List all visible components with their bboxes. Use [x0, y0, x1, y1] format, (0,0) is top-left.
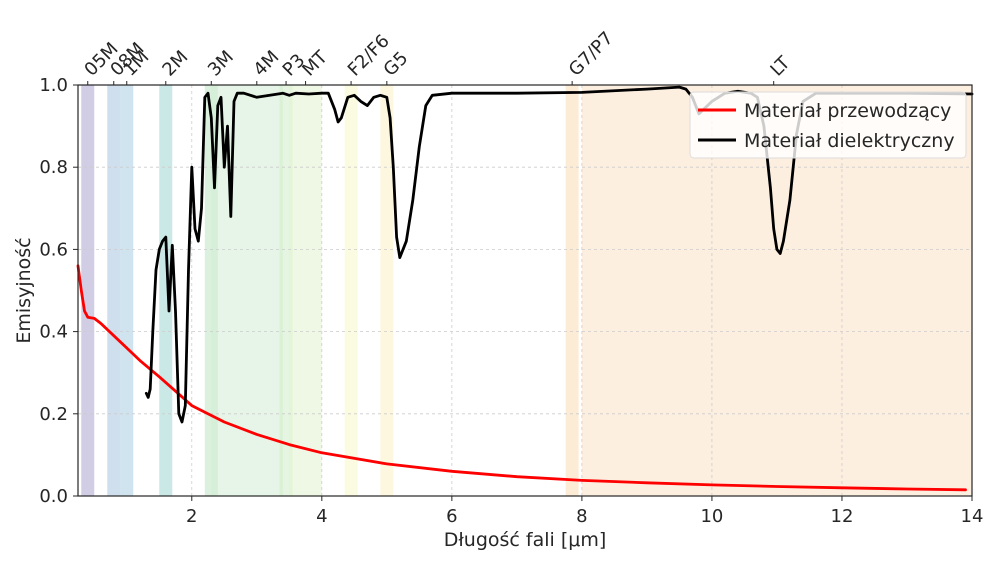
x-tick-label: 12	[831, 506, 854, 527]
legend-label-dielectric: Materiał dielektryczny	[744, 130, 955, 152]
x-tick-label: 8	[576, 506, 587, 527]
band-08m	[107, 85, 121, 496]
band-2m	[159, 85, 173, 496]
y-tick-label: 0.4	[39, 322, 68, 343]
band-label: 4M	[249, 47, 283, 81]
band-label: 3M	[204, 47, 238, 81]
x-tick-label: 2	[186, 506, 197, 527]
series-line-conductor	[76, 264, 967, 492]
x-tick-label: 6	[446, 506, 457, 527]
x-tick-label: 10	[700, 506, 723, 527]
band-f2-f6	[344, 85, 358, 496]
band-label: MT	[298, 46, 332, 80]
x-tick-label: 14	[961, 506, 984, 527]
x-axis-ticks: 2 4 6 8 10 12 14	[186, 496, 983, 527]
band-g7-p7	[565, 85, 579, 496]
y-tick-label: 0.6	[39, 239, 68, 260]
y-tick-label: 0.8	[39, 157, 68, 178]
y-axis-label: Emisyjność	[13, 237, 35, 343]
band-g5	[380, 85, 394, 496]
band-mt	[289, 85, 322, 496]
band-1m	[120, 85, 134, 496]
legend: Materiał przewodzący Materiał dielektrycz…	[689, 91, 967, 159]
y-tick-label: 0.0	[39, 486, 68, 507]
band-label: G7/P7	[565, 28, 618, 81]
band-label: 2M	[158, 47, 192, 81]
legend-box	[689, 91, 967, 159]
plot-frame	[77, 84, 973, 497]
y-axis-ticks: 0.0 0.2 0.4 0.6 0.8 1.0	[39, 75, 78, 507]
legend-label-conductor: Materiał przewodzący	[744, 100, 951, 122]
x-axis-label: Długość fali [μm]	[444, 529, 607, 551]
band-label: LT	[766, 52, 795, 81]
y-tick-label: 0.2	[39, 404, 68, 425]
x-tick-label: 4	[316, 506, 327, 527]
y-tick-label: 1.0	[39, 75, 68, 96]
band-05m	[81, 85, 95, 496]
